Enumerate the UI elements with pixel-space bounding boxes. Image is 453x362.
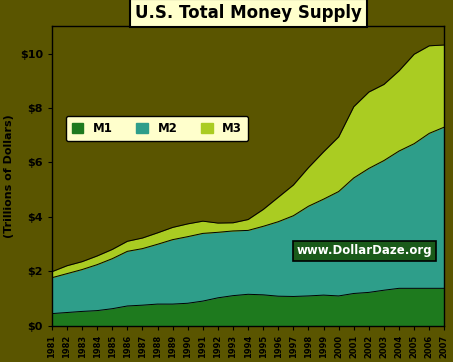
Text: www.DollarDaze.org: www.DollarDaze.org (297, 244, 433, 257)
Title: U.S. Total Money Supply: U.S. Total Money Supply (135, 4, 361, 22)
Legend: M1, M2, M3: M1, M2, M3 (66, 116, 248, 141)
Y-axis label: (Trillions of Dollars): (Trillions of Dollars) (4, 114, 14, 238)
